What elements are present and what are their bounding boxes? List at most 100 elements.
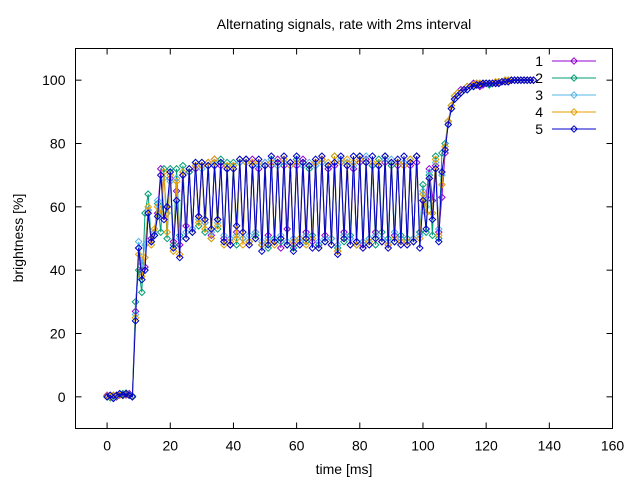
data-point xyxy=(438,180,446,189)
x-tick-label: 100 xyxy=(411,438,435,454)
data-point xyxy=(295,237,304,246)
data-point xyxy=(447,104,456,113)
y-tick-label: 20 xyxy=(50,326,66,342)
data-point xyxy=(431,155,440,164)
data-point xyxy=(201,228,209,237)
data-point xyxy=(327,240,336,249)
data-point xyxy=(485,79,494,88)
series-5 xyxy=(103,76,538,403)
data-point xyxy=(466,82,475,91)
data-point xyxy=(239,240,247,249)
data-point xyxy=(232,240,241,249)
data-point xyxy=(163,209,172,218)
data-point xyxy=(396,237,405,246)
data-point xyxy=(302,240,311,249)
data-point xyxy=(213,218,222,227)
series-layer xyxy=(103,76,538,403)
data-point xyxy=(248,161,257,170)
data-point xyxy=(172,187,181,195)
data-point xyxy=(441,149,449,157)
data-point xyxy=(289,247,298,256)
data-point xyxy=(317,152,326,161)
data-point xyxy=(194,218,203,227)
data-point xyxy=(134,244,143,252)
data-point xyxy=(251,234,260,243)
data-point xyxy=(147,237,156,246)
data-point xyxy=(153,212,162,221)
legend-swatch-marker xyxy=(570,74,578,82)
data-point xyxy=(472,81,481,89)
data-point xyxy=(396,240,405,249)
data-point xyxy=(333,247,342,256)
y-tick-label: 0 xyxy=(58,389,66,405)
data-point xyxy=(346,240,355,249)
data-point xyxy=(403,240,412,249)
data-point xyxy=(340,231,348,240)
data-point xyxy=(324,161,333,170)
data-point xyxy=(163,202,172,211)
data-point xyxy=(232,231,241,240)
data-point xyxy=(207,231,216,240)
data-point xyxy=(507,76,516,85)
data-point xyxy=(340,237,348,246)
data-point xyxy=(359,244,367,252)
x-tick-label: 20 xyxy=(162,438,178,454)
data-point xyxy=(336,152,345,161)
data-point xyxy=(172,164,181,173)
data-point xyxy=(352,240,361,249)
x-tick-label: 160 xyxy=(601,438,625,454)
data-point xyxy=(213,221,222,230)
data-point xyxy=(516,76,525,85)
data-point xyxy=(371,231,380,240)
data-point xyxy=(103,392,111,401)
data-point xyxy=(276,237,285,246)
data-point xyxy=(384,240,393,249)
data-point xyxy=(128,392,137,401)
y-axis-label: brightness [%] xyxy=(10,194,26,283)
data-point xyxy=(251,231,260,240)
legend-label: 4 xyxy=(535,104,543,120)
y-tick-label: 60 xyxy=(50,199,66,215)
x-tick-label: 140 xyxy=(538,438,562,454)
data-point xyxy=(494,79,503,88)
y-tick-label: 40 xyxy=(50,262,66,278)
data-point xyxy=(469,82,478,91)
data-point xyxy=(393,155,402,164)
data-point xyxy=(498,77,506,86)
data-point xyxy=(232,221,241,230)
data-point xyxy=(172,177,181,186)
data-point xyxy=(333,250,342,259)
data-point xyxy=(504,77,513,86)
data-point xyxy=(188,228,197,237)
data-point xyxy=(308,244,317,252)
data-point xyxy=(141,266,149,275)
data-point xyxy=(175,253,184,262)
data-point xyxy=(144,190,153,199)
data-point xyxy=(264,237,273,246)
legend-item-4: 4 xyxy=(535,104,596,120)
data-point xyxy=(415,244,424,252)
data-point xyxy=(283,240,292,249)
data-point xyxy=(235,155,244,164)
data-point xyxy=(295,240,304,249)
data-point xyxy=(343,161,352,170)
data-point xyxy=(488,79,497,88)
data-point xyxy=(444,120,453,129)
data-point xyxy=(520,76,528,85)
x-tick-label: 80 xyxy=(352,438,368,454)
data-point xyxy=(201,215,209,224)
data-point xyxy=(156,171,165,180)
series-line xyxy=(107,79,534,399)
legend-item-1: 1 xyxy=(535,53,596,69)
series-line xyxy=(106,79,534,400)
data-point xyxy=(216,158,225,167)
data-point xyxy=(185,164,194,173)
data-point xyxy=(352,237,361,246)
data-point xyxy=(169,244,178,252)
data-point xyxy=(213,225,222,233)
series-line xyxy=(106,79,534,398)
data-point xyxy=(150,231,159,240)
y-tick-label: 80 xyxy=(50,136,66,152)
data-point xyxy=(460,85,468,94)
data-point xyxy=(276,234,285,243)
